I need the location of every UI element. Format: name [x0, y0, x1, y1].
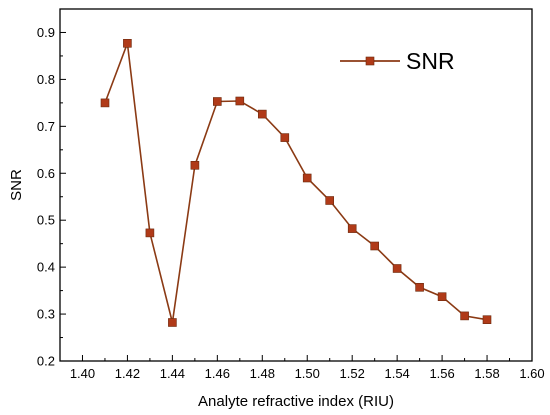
data-point-marker: [235, 96, 245, 106]
data-point-marker: [213, 97, 222, 106]
x-tick-label: 1.46: [205, 366, 230, 381]
data-point-marker: [123, 38, 132, 48]
data-point-marker: [325, 196, 335, 205]
data-point-marker: [100, 98, 110, 108]
y-tick-label: 0.7: [37, 119, 55, 134]
legend-marker-square: [365, 56, 375, 66]
data-point-marker: [460, 311, 469, 321]
x-tick-label: 1.52: [340, 366, 365, 381]
data-point-marker: [190, 161, 200, 170]
x-tick-label: 1.56: [429, 366, 454, 381]
data-point-marker: [280, 133, 290, 142]
data-point-marker: [145, 228, 155, 238]
data-point-marker: [392, 264, 402, 273]
x-tick-label: 1.58: [474, 366, 499, 381]
x-tick-label: 1.54: [384, 366, 409, 381]
data-point-marker: [482, 315, 492, 325]
x-tick-label: 1.48: [250, 366, 275, 381]
x-tick-label: 1.42: [115, 366, 140, 381]
y-axis-ticks: 0.2 0.3 0.4 0.5 0.6 0.7 0.8 0.9: [37, 25, 66, 369]
series-layer: [100, 38, 492, 327]
data-point-marker: [347, 224, 357, 233]
x-axis-ticks: 1.40 1.42 1.44 1.46 1.48 1.50 1.52 1.54 1.56 1.58…: [70, 355, 545, 381]
series-line: [104, 43, 488, 323]
data-point-marker: [302, 173, 312, 183]
y-tick-label: 0.6: [37, 166, 55, 181]
y-tick-label: 0.5: [37, 213, 55, 228]
x-axis-title: Analyte refractive index (RIU): [198, 393, 394, 410]
x-tick-label: 1.60: [519, 366, 544, 381]
data-point-marker: [370, 241, 380, 251]
y-tick-label: 0.4: [37, 260, 55, 275]
y-tick-label: 0.2: [37, 354, 55, 369]
y-tick-label: 0.8: [37, 72, 55, 87]
x-tick-label: 1.40: [70, 366, 95, 381]
legend: SNR: [340, 48, 455, 74]
data-point-marker: [257, 109, 267, 119]
y-axis-title: SNR: [8, 169, 25, 201]
plot-frame: [59, 8, 533, 362]
legend-label: SNR: [406, 48, 455, 74]
data-point-marker: [168, 318, 177, 327]
y-tick-label: 0.9: [37, 25, 55, 40]
x-tick-label: 1.50: [295, 366, 320, 381]
y-tick-label: 0.3: [37, 307, 55, 322]
x-tick-label: 1.44: [160, 366, 185, 381]
data-point-marker: [415, 282, 424, 292]
data-point-marker: [437, 292, 447, 302]
